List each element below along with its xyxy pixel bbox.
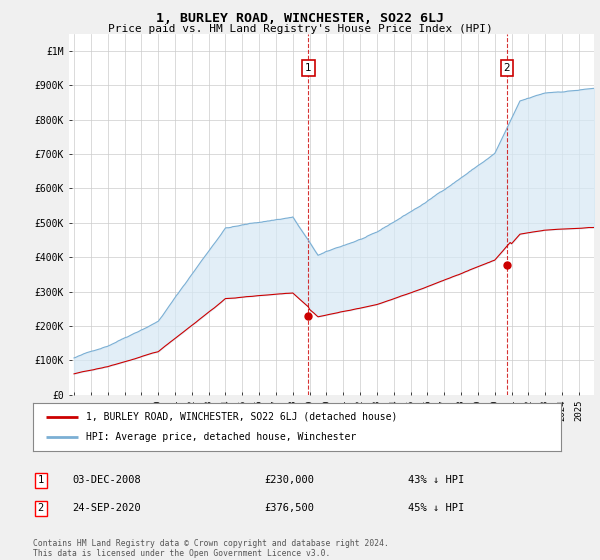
Text: 1, BURLEY ROAD, WINCHESTER, SO22 6LJ: 1, BURLEY ROAD, WINCHESTER, SO22 6LJ: [156, 12, 444, 25]
Text: 2: 2: [503, 63, 511, 73]
Text: Contains HM Land Registry data © Crown copyright and database right 2024.
This d: Contains HM Land Registry data © Crown c…: [33, 539, 389, 558]
Text: 1: 1: [38, 475, 44, 486]
Text: 03-DEC-2008: 03-DEC-2008: [72, 475, 141, 486]
Text: £230,000: £230,000: [264, 475, 314, 486]
Text: Price paid vs. HM Land Registry's House Price Index (HPI): Price paid vs. HM Land Registry's House …: [107, 24, 493, 34]
Text: 43% ↓ HPI: 43% ↓ HPI: [408, 475, 464, 486]
Text: 1, BURLEY ROAD, WINCHESTER, SO22 6LJ (detached house): 1, BURLEY ROAD, WINCHESTER, SO22 6LJ (de…: [86, 412, 397, 422]
Text: £376,500: £376,500: [264, 503, 314, 514]
Text: 2: 2: [38, 503, 44, 514]
Text: 24-SEP-2020: 24-SEP-2020: [72, 503, 141, 514]
Text: 1: 1: [305, 63, 311, 73]
Text: HPI: Average price, detached house, Winchester: HPI: Average price, detached house, Winc…: [86, 432, 356, 442]
Text: 45% ↓ HPI: 45% ↓ HPI: [408, 503, 464, 514]
